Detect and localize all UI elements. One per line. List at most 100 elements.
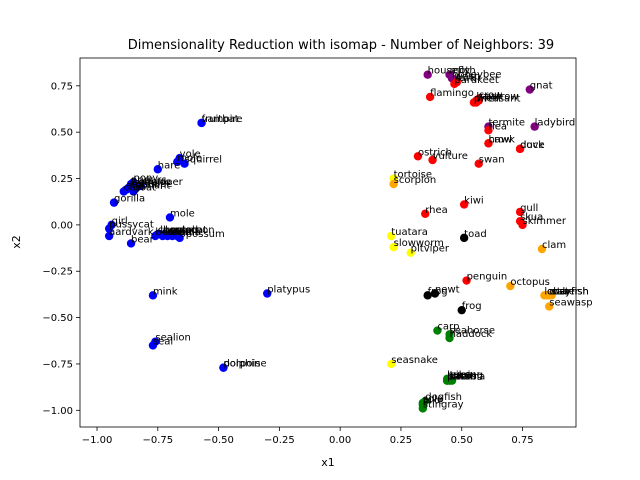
data-point [474,159,483,168]
data-point [430,289,440,298]
point-label: opossum [180,229,225,240]
y-tick-label: 0.25 [51,174,73,185]
data-point [459,233,469,243]
point-label: puma [172,227,201,238]
data-point [175,233,184,243]
point-label: crow [479,90,503,101]
data-point [389,242,398,252]
data-point [537,244,547,254]
data-point [197,118,206,128]
y-tick-label: 0.50 [51,128,73,139]
point-label: scorpion [394,175,437,186]
data-point [423,291,432,300]
y-axis-label: x2 [10,235,23,249]
data-point [413,152,423,161]
point-label: housefly [428,66,470,77]
point-label: goat [133,183,156,194]
data-point [530,122,539,131]
x-axis: −1.00 −0.75 −0.50 −0.25 0.00 0.25 0.50 0.75 [82,427,534,446]
data-point [433,326,442,335]
y-tick-label: −0.50 [42,313,73,324]
data-point [148,341,158,350]
point-label: haddock [450,329,493,340]
point-label: pike [450,370,471,381]
point-label: penguin [467,272,508,283]
point-label: aardvark [109,227,154,238]
point-label: polecat [170,225,207,236]
point-label: boar [155,227,179,238]
point-label: ostrich [418,147,452,158]
point-label: pussycat [109,220,154,231]
point-label: starfish [552,286,589,297]
data-point [165,213,175,222]
y-tick-label: −1.00 [42,406,73,417]
data-point [457,305,466,315]
data-point [175,153,184,163]
point-label: dove [520,140,545,151]
data-point [104,224,114,233]
point-label: calf [124,183,142,194]
point-label: vole [180,149,201,160]
point-label: octopus [510,277,550,288]
point-label: fruitbat [202,114,239,125]
data-point [126,239,136,248]
y-axis: −1.00 −0.75 −0.50 −0.25 0.00 0.25 0.50 0.75 [42,81,80,417]
data-point [525,85,535,94]
point-label: pony [133,173,158,184]
x-tick-label: −0.50 [203,435,234,446]
point-label: buffalo [131,177,166,188]
data-point [406,248,415,257]
point-label: vulture [433,151,468,162]
point-label: dogfish [425,392,462,403]
point-label: termite [488,118,525,129]
y-tick-label: 0.75 [51,81,73,92]
point-label: crow [488,134,512,145]
data-point [136,181,145,191]
chart-title: Dimensionality Reduction with isomap - N… [128,38,554,53]
data-point [148,291,158,300]
point-label: mole [177,153,202,164]
point-label: sparrow [479,92,519,103]
point-label: hare [158,160,181,171]
point-label: wasp [454,71,480,82]
point-label: mink [153,286,178,297]
point-label: frog [462,301,482,312]
point-label: reindeer [141,177,184,188]
data-point [472,98,481,107]
point-label: squirrel [185,155,222,166]
data-point [418,404,428,413]
point-label: vampire [202,114,243,125]
point-label: chub [452,372,477,383]
point-label: dolphin [223,359,260,370]
data-point [450,79,459,89]
point-label: lynx [165,225,186,236]
point-label: mink [168,227,193,238]
point-label: flamingo [430,88,474,99]
point-label: hawk [476,92,503,103]
y-tick-label: 0.00 [51,220,73,231]
data-point [423,70,432,79]
point-label: lion [163,227,181,238]
point-label: ladybird [535,118,576,129]
point-label: carp [437,322,459,333]
point-label: rhea [425,205,448,216]
point-label: moth [450,66,476,77]
point-label: cheetah [158,225,199,236]
point-label: bear [131,234,155,245]
point-label: pike [423,396,444,407]
point-label: tuatara [391,227,428,238]
data-point [484,126,493,135]
point-label: honeybee [452,69,502,80]
x-axis-label: x1 [321,456,335,469]
point-label: seahorse [450,325,495,336]
data-point [153,165,163,174]
point-label: seasnake [391,355,438,366]
y-tick-label: −0.25 [42,267,73,278]
data-point [484,139,493,148]
data-point [459,200,469,209]
point-label: tuna [450,370,473,381]
point-label: pitviper [411,244,450,255]
data-point [421,209,430,218]
x-tick-label: 0.50 [451,435,473,446]
